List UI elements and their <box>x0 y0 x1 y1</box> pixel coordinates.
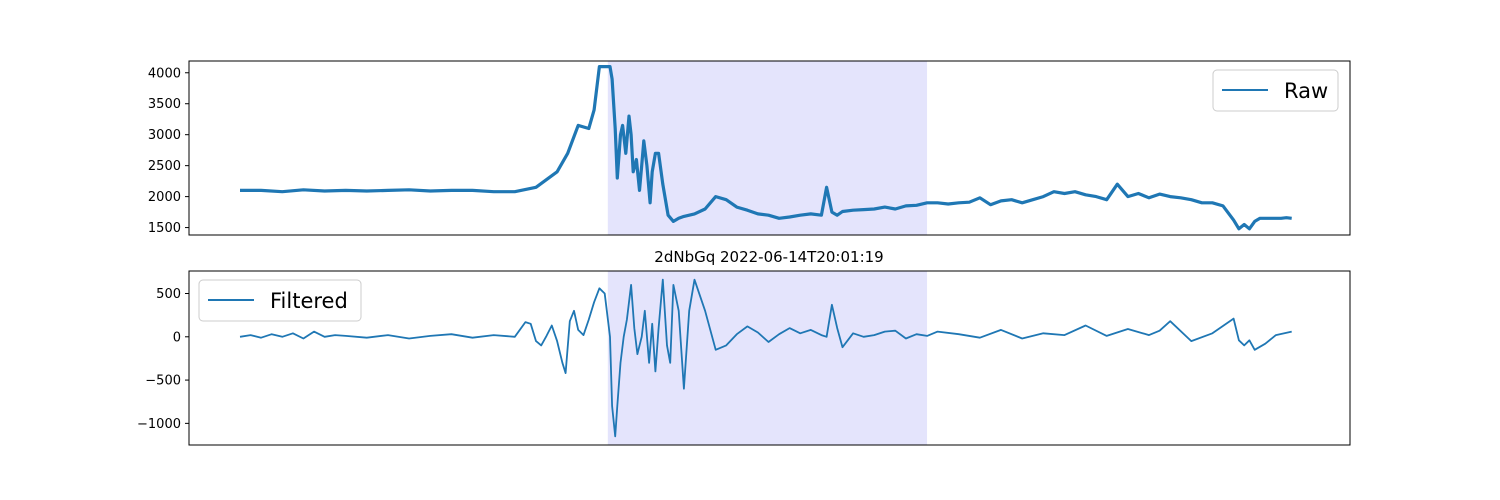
y-tick-label: 0 <box>173 330 181 345</box>
chart-title: 2dNbGq 2022-06-14T20:01:19 <box>654 248 883 266</box>
raw-shaded-window <box>607 61 928 235</box>
raw-axes-frame <box>188 60 1351 236</box>
raw-legend-label: Raw <box>1284 79 1328 103</box>
raw-subplot: 1500 2000 2500 3000 3500 4000 Raw <box>148 60 1351 236</box>
raw-legend: Raw <box>1212 69 1339 112</box>
y-tick-label: 4000 <box>148 66 181 81</box>
raw-series-line <box>240 65 1292 231</box>
filtered-legend: Filtered <box>198 279 362 322</box>
filtered-series-line <box>239 278 1292 438</box>
raw-y-axis: 1500 2000 2500 3000 3500 4000 <box>148 66 189 236</box>
filtered-legend-box <box>198 279 362 322</box>
filtered-y-axis: −1000 −500 0 500 <box>137 287 189 432</box>
filtered-axes-frame <box>188 270 1351 446</box>
y-tick-label: 2000 <box>148 190 181 205</box>
y-tick-label: 3000 <box>148 128 181 143</box>
y-tick-label: 500 <box>156 287 181 302</box>
filtered-legend-label: Filtered <box>270 289 348 313</box>
raw-legend-box <box>1212 69 1339 112</box>
y-tick-label: 3500 <box>148 97 181 112</box>
y-tick-label: 2500 <box>148 159 181 174</box>
y-tick-label: −1000 <box>137 417 181 432</box>
y-tick-label: 1500 <box>148 221 181 236</box>
y-tick-label: −500 <box>145 374 181 389</box>
filtered-subplot: −1000 −500 0 500 Filtered <box>137 270 1351 446</box>
